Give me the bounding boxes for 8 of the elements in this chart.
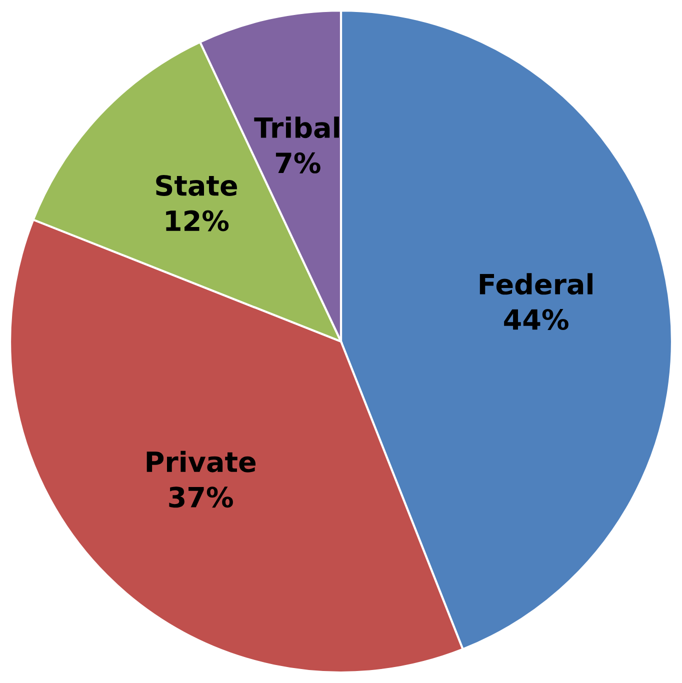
slice-label: Federal: [480, 273, 592, 295]
slice-label: Private: [146, 450, 256, 472]
slice-label: State: [156, 174, 237, 196]
data-label: 37%: [169, 486, 233, 508]
data-label: 12%: [166, 210, 229, 232]
data-label: 44%: [504, 309, 568, 330]
data-label: 7%: [276, 152, 320, 174]
slice-label: Tribal: [254, 116, 339, 138]
